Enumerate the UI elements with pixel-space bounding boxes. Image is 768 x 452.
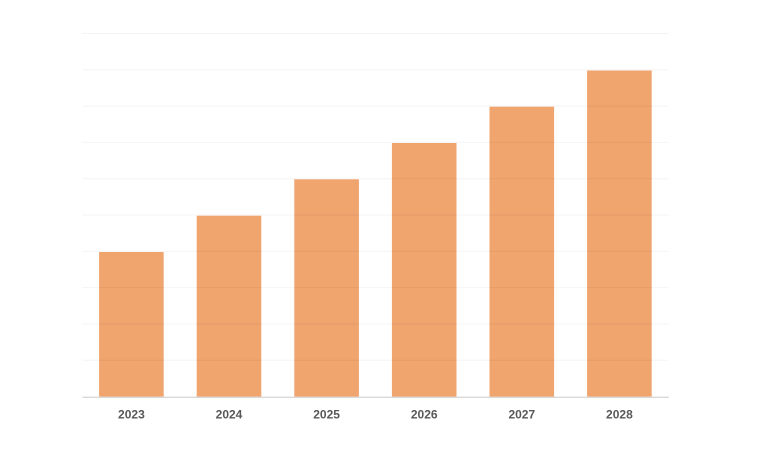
svg-text:2027: 2027 (508, 408, 535, 422)
svg-text:2026: 2026 (411, 408, 438, 422)
svg-text:2028: 2028 (606, 408, 633, 422)
svg-text:2024: 2024 (216, 408, 243, 422)
svg-text:2023: 2023 (118, 408, 145, 422)
svg-text:2025: 2025 (313, 408, 340, 422)
